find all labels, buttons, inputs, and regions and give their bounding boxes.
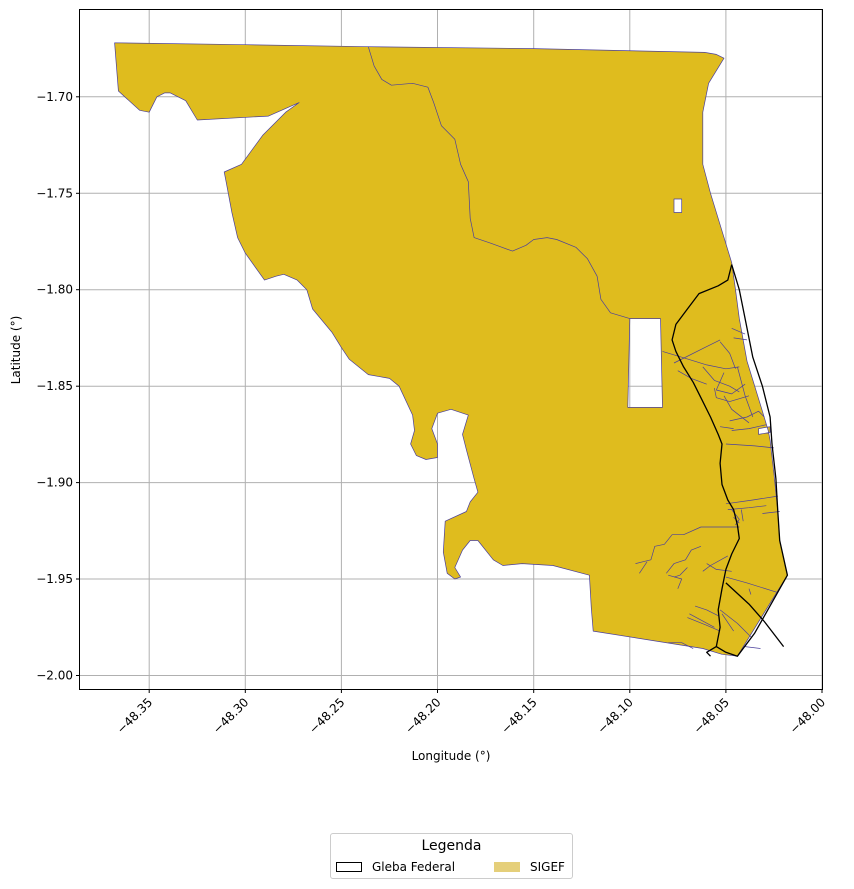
y-tick-label-3: −1.85 [36,379,73,393]
x-tick-label-4: −48.15 [499,695,540,736]
sigef-area [114,42,788,657]
x-tick-label-1: −48.30 [210,695,251,736]
x-tick-label-3: −48.20 [402,695,443,736]
x-tick-label-7: −48.00 [787,695,828,736]
parcel-boundary-30 [694,605,719,617]
parcel-boundary-8 [715,372,746,395]
parcel-boundary-26 [706,563,732,572]
parcel-boundary-35 [668,642,694,649]
axes-frame [79,9,823,690]
legend-item-sigef: SIGEF [494,860,565,874]
map-layer [114,42,789,657]
parcel-boundary-14 [737,366,754,418]
parcel-boundary-6 [731,327,746,335]
y-tick-label-4: −1.90 [36,476,73,490]
x-tick-label-0: −48.35 [114,695,155,736]
parcel-boundary-5 [719,341,736,369]
legend-title: Legenda [421,838,482,854]
legend-item-gleba-federal: Gleba Federal [336,860,455,874]
x-tick-label-6: −48.05 [691,695,732,736]
x-axis-label: Longitude (°) [412,749,491,763]
parcel-boundary-12 [731,424,767,431]
legend-swatch-gleba-federal [336,862,362,872]
parcel-boundary-36 [745,646,761,649]
parcel-boundary-16 [725,495,778,505]
parcel-boundary-23 [639,561,648,574]
parcel-boundary-22 [635,526,740,564]
parcel-boundary-7 [733,337,748,341]
legend-label-gleba-federal: Gleba Federal [372,860,456,874]
parcel-boundary-1 [662,351,740,370]
parcel-boundary-15 [725,443,774,449]
parcel-boundary-20 [740,509,744,522]
y-tick-label-5: −1.95 [36,572,73,586]
parcel-boundary-34 [721,613,734,632]
legend-swatch-sigef [494,862,520,872]
x-tick-label-5: −48.10 [595,695,636,736]
parcel-boundary-0 [367,46,630,319]
parcel-boundary-29 [725,576,778,593]
parcel-boundary-21 [762,511,780,514]
parcel-boundary-10 [723,395,750,424]
parcel-boundary-32 [687,617,721,632]
parcel-boundary-9 [714,388,750,402]
gleba-federal-boundary-0 [671,264,740,657]
parcel-boundary-37 [748,588,752,595]
y-tick-label-2: −1.80 [36,283,73,297]
gleba-federal-boundary-1 [715,264,789,657]
parcel-boundary-3 [702,366,740,393]
x-tick-label-2: −48.25 [306,695,347,736]
legend: Legenda Gleba Federal SIGEF [330,833,573,879]
parcel-boundary-2 [673,339,721,364]
y-tick-label-0: −1.70 [36,90,73,104]
parcel-boundary-33 [719,609,752,638]
parcel-boundary-11 [729,410,765,422]
parcel-boundary-13 [720,426,734,429]
parcel-boundary-31 [689,613,715,628]
y-axis-label: Latitude (°) [9,316,23,385]
y-tick-label-1: −1.75 [36,186,73,200]
parcel-boundary-24 [666,545,702,574]
y-tick-label-6: −2.00 [36,669,73,683]
parcel-boundary-27 [673,567,688,578]
gleba-federal-boundary-2 [725,582,785,647]
parcel-boundary-28 [668,574,683,589]
parcel-boundary-17 [727,505,767,510]
legend-label-sigef: SIGEF [530,860,565,874]
